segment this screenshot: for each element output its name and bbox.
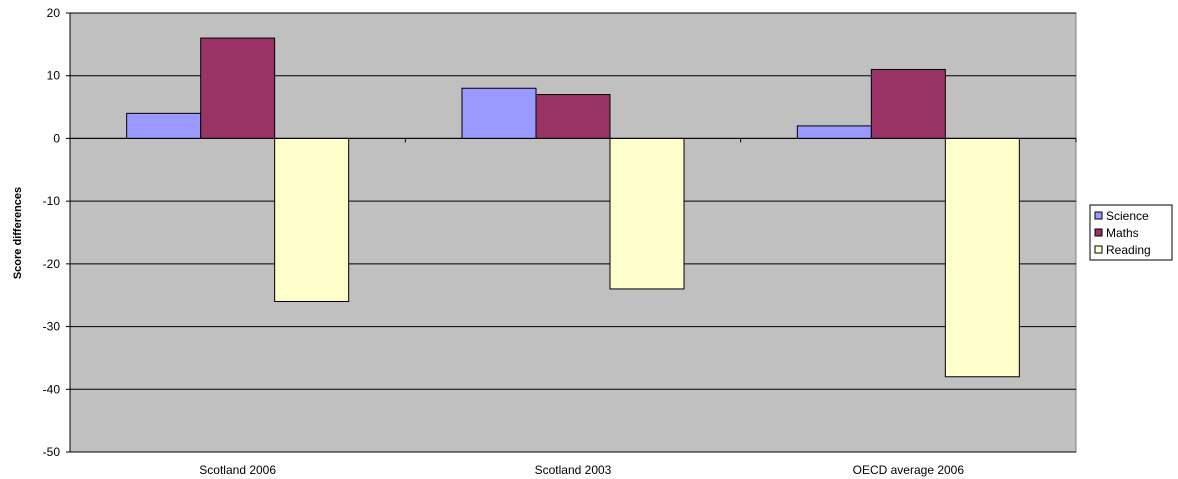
bar-science-2 [461,87,537,139]
y-tick-label: -50 [43,445,61,459]
legend: Science Maths Reading [1089,204,1173,261]
legend-label-maths: Maths [1106,226,1139,240]
y-axis-label: Score differences [12,187,24,279]
legend-box [1089,204,1173,261]
y-tick-labels: 20 10 0 -10 -20 -30 -40 -50 [43,6,61,459]
bar-reading-3 [944,137,1020,378]
y-tick-label: -40 [43,382,61,396]
bars [126,37,1020,378]
x-tick-label: Scotland 2003 [535,463,612,477]
y-tick-label: -20 [43,257,61,271]
y-tick-label: 10 [47,69,61,83]
legend-swatch-maths [1094,228,1103,237]
y-tick-label: -10 [43,194,61,208]
bar-maths-3 [870,68,946,139]
x-tick-labels: Scotland 2006 Scotland 2003 OECD average 2… [199,463,964,477]
axes [69,13,1077,452]
legend-label-science: Science [1106,209,1149,223]
bar-maths-2 [535,94,611,139]
x-tick-label: Scotland 2006 [199,463,276,477]
legend-swatch-reading [1094,245,1103,254]
legend-label-reading: Reading [1106,243,1151,257]
bar-science-3 [796,125,872,139]
bar-science-1 [126,112,202,139]
y-tick-label: 20 [47,6,61,20]
y-tick-label: 0 [53,131,60,145]
y-tick-label: -30 [43,320,61,334]
legend-swatch-science [1094,211,1103,220]
bar-reading-1 [274,137,350,302]
bar-reading-2 [609,137,685,290]
x-tick-label: OECD average 2006 [853,463,965,477]
bar-maths-1 [200,37,276,139]
